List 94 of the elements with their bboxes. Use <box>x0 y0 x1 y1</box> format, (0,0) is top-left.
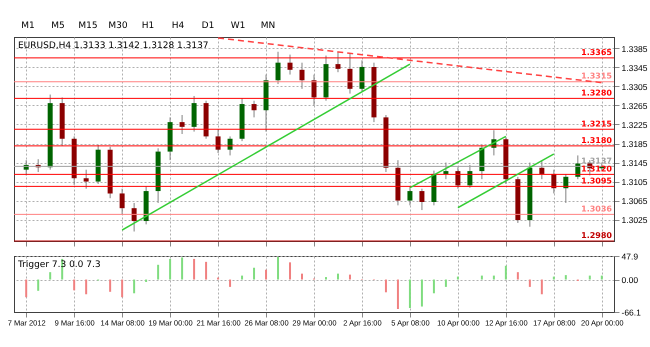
bar <box>265 270 268 280</box>
bar <box>193 258 196 280</box>
bar <box>157 264 160 280</box>
bar <box>600 276 603 280</box>
ref-line-label: 1.3036 <box>581 204 612 214</box>
bar <box>396 280 399 310</box>
candlestick <box>419 188 424 211</box>
candlestick <box>84 169 89 190</box>
bar <box>37 280 40 291</box>
candlestick <box>216 128 221 154</box>
candlestick <box>120 188 125 216</box>
y-tick-label: 1.3265 <box>622 100 648 111</box>
y-tick-label: 1.3065 <box>622 196 648 206</box>
y-tick-label: 1.3185 <box>622 139 648 150</box>
y-tick-label: 47.9 <box>622 252 638 262</box>
y-tick-label: 1.3225 <box>622 120 648 130</box>
candlestick <box>359 60 364 92</box>
text: M5 <box>51 21 65 31</box>
bar <box>588 276 591 280</box>
candlestick <box>407 186 412 206</box>
bar <box>133 280 136 294</box>
candlestick <box>252 100 257 118</box>
bar <box>49 272 52 280</box>
bar <box>552 276 555 280</box>
candlestick <box>467 164 472 188</box>
ref-line-label: 1.3280 <box>581 88 612 98</box>
bar <box>420 280 423 307</box>
bar <box>289 262 292 280</box>
bar <box>85 280 88 294</box>
text: H1 <box>142 21 154 31</box>
text: MN <box>260 21 276 31</box>
y-tick-label: 1.3345 <box>622 62 648 73</box>
candlestick <box>276 51 281 85</box>
bar <box>253 268 256 280</box>
bar <box>73 280 76 290</box>
text: M30 <box>108 21 128 31</box>
ref-line-label: 1.3180 <box>581 136 612 145</box>
annotation: Trigger 7.3 0.0 7.3 <box>17 260 101 270</box>
bar <box>384 280 387 292</box>
y-tick-label: 1.3145 <box>622 158 648 168</box>
bar <box>540 280 543 294</box>
bar <box>181 257 184 280</box>
text: M1 <box>21 21 35 31</box>
bar <box>480 276 483 280</box>
bar <box>528 280 531 287</box>
bar <box>456 276 459 280</box>
text: H4 <box>172 21 185 31</box>
candlestick <box>180 114 185 135</box>
candlestick <box>192 95 197 132</box>
ref-line-label: 1.3215 <box>581 119 612 128</box>
candlestick <box>347 52 352 94</box>
bar <box>301 274 304 280</box>
y-tick-label: -66.1 <box>622 308 642 318</box>
annotation: EURUSD,H4 1.3133 1.3142 1.3128 1.3137 <box>18 41 209 51</box>
bar <box>277 256 280 280</box>
candlestick <box>335 51 340 73</box>
bar <box>408 280 411 308</box>
text: W1 <box>230 21 246 31</box>
ref-line-label: 1.3315 <box>581 72 612 81</box>
y-tick-label: 1.3385 <box>622 44 648 54</box>
ref-line-label: 1.3365 <box>581 48 612 57</box>
candlestick <box>455 166 460 190</box>
bar <box>229 280 232 287</box>
bar <box>324 277 327 280</box>
y-tick-label: 1.3305 <box>622 82 648 92</box>
bar <box>169 258 172 280</box>
text: M15 <box>78 21 98 31</box>
candlestick <box>288 54 293 76</box>
y-tick-label: 0.00 <box>622 275 638 286</box>
bar <box>348 274 351 280</box>
candlestick <box>300 62 305 90</box>
bar <box>432 280 435 294</box>
bar <box>121 280 124 298</box>
y-tick-label: 1.3105 <box>622 177 648 188</box>
bar <box>25 280 28 298</box>
bar <box>205 262 208 280</box>
ref-line-label: 1.3095 <box>581 176 612 186</box>
bar <box>241 276 244 280</box>
bar <box>336 274 339 280</box>
bar <box>444 280 447 287</box>
ref-line-label: 1.2980 <box>581 231 612 240</box>
bar <box>564 275 567 280</box>
ref-line-label: 1.3137 <box>581 156 612 166</box>
bar <box>492 276 495 280</box>
ref-line-label: 1.3120 <box>581 164 612 174</box>
text: D1 <box>202 21 214 31</box>
candlestick <box>539 160 544 180</box>
candlestick <box>312 74 316 106</box>
y-tick-label: 1.3025 <box>622 215 648 226</box>
candlestick <box>132 202 137 232</box>
bar <box>504 266 507 280</box>
candlestick <box>443 162 448 180</box>
bar <box>109 280 112 292</box>
bar <box>516 272 519 280</box>
